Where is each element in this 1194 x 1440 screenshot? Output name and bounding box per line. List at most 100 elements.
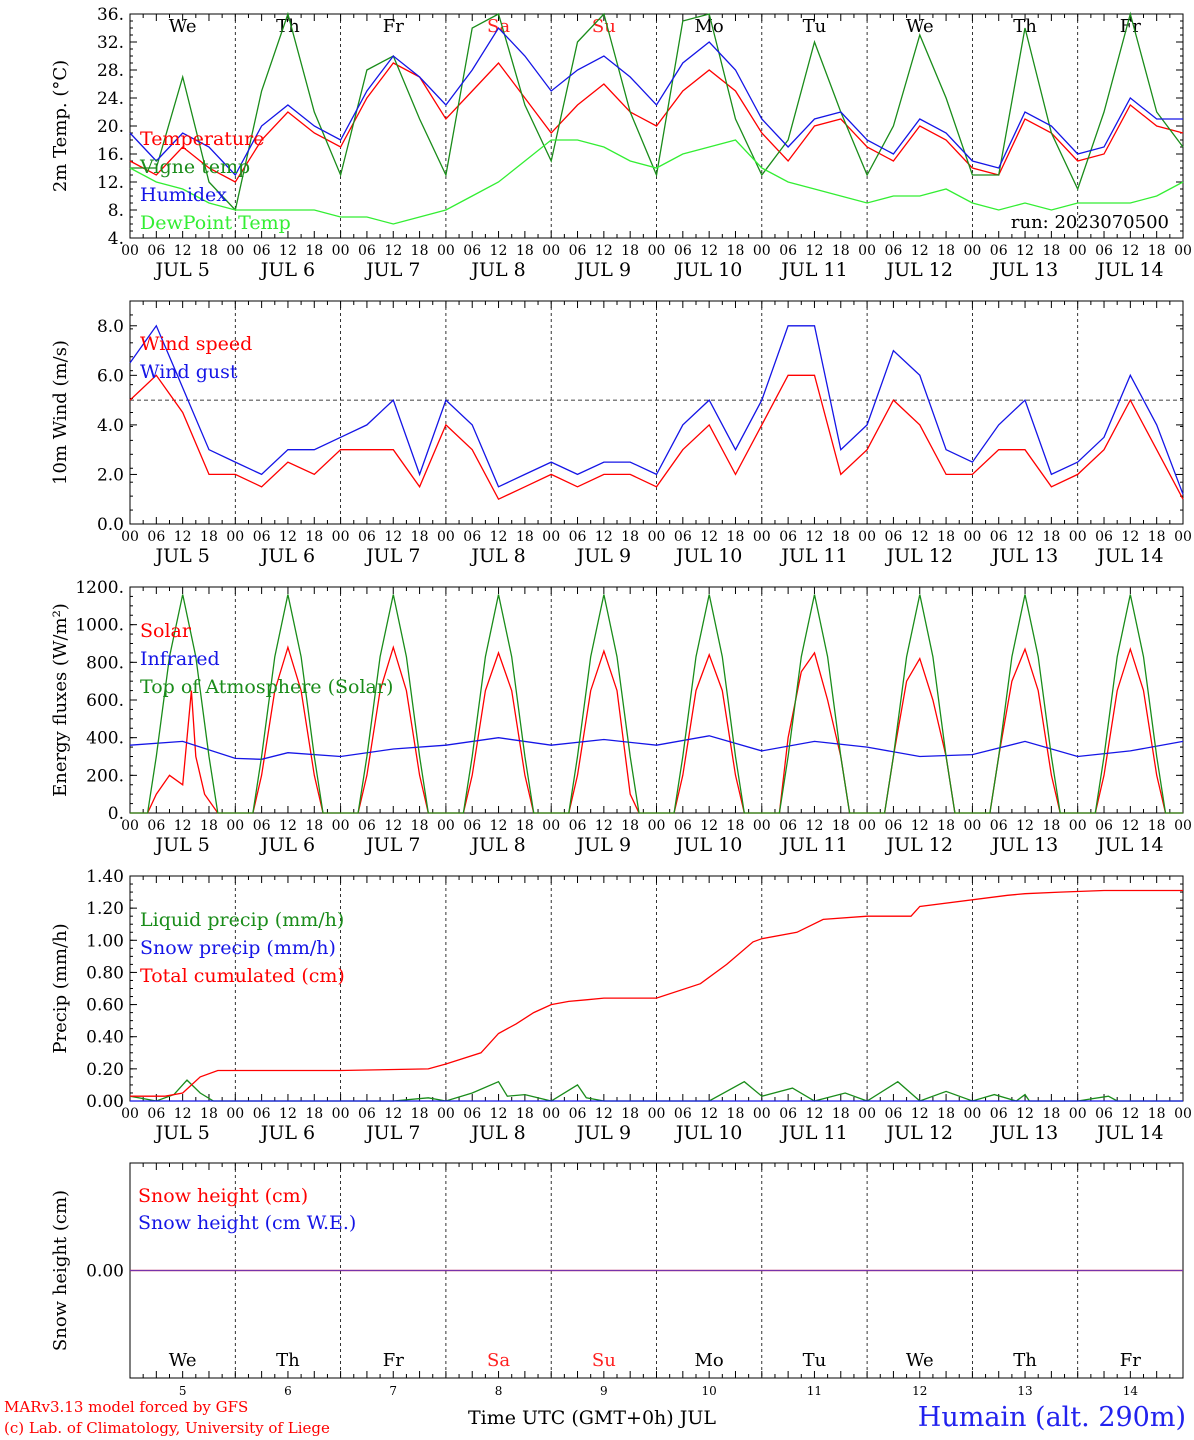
flux-plot-area	[129, 594, 1184, 814]
wind-hour-label: 18	[832, 529, 850, 545]
precip-hour-label: 18	[1148, 1106, 1166, 1122]
snow-day-number: 9	[600, 1384, 608, 1398]
temp-hour-label: 12	[279, 243, 297, 259]
temp-date-label: JUL 12	[885, 259, 953, 281]
flux-date-label: JUL 11	[779, 834, 847, 856]
wind-hour-label: 06	[990, 529, 1008, 545]
precip-hour-label: 00	[648, 1106, 666, 1122]
flux-series-infrared	[129, 735, 1184, 760]
temp-hour-label: 06	[463, 243, 481, 259]
flux-date-label: JUL 13	[990, 834, 1058, 856]
flux-date-label: JUL 9	[575, 834, 631, 856]
wind-series-wind-speed	[129, 374, 1184, 501]
snow-day-name: We	[169, 1350, 197, 1371]
precip-hour-label: 12	[279, 1106, 297, 1122]
wind-hour-label: 18	[937, 529, 955, 545]
flux-hour-label: 06	[358, 818, 376, 834]
wind-hour-label: 00	[1174, 529, 1192, 545]
wind-frame	[129, 300, 1184, 525]
precip-date-label: JUL 5	[153, 1122, 209, 1144]
temp-hour-label: 00	[858, 243, 876, 259]
wind-hour-label: 06	[779, 529, 797, 545]
precip-hour-label: 00	[226, 1106, 244, 1122]
precip-ytick-label: 1.00	[86, 931, 124, 951]
temp-hour-label: 18	[1042, 243, 1060, 259]
precip-hour-label: 18	[937, 1106, 955, 1122]
precip-date-label: JUL 13	[990, 1122, 1058, 1144]
temp-hour-label: 18	[621, 243, 639, 259]
temp-date-label: JUL 7	[364, 259, 420, 281]
wind-hour-label: 12	[174, 529, 192, 545]
temp-hour-label: 00	[1174, 243, 1192, 259]
temp-hour-label: 06	[885, 243, 903, 259]
precip-hour-label: 12	[1121, 1106, 1139, 1122]
precip-hour-label: 06	[569, 1106, 587, 1122]
flux-hour-label: 06	[253, 818, 271, 834]
temp-hour-label: 18	[411, 243, 429, 259]
flux-legend-entry: Solar	[140, 620, 192, 642]
wind-hour-label: 18	[727, 529, 745, 545]
flux-hour-label: 06	[147, 818, 165, 834]
wind-hour-label: 18	[411, 529, 429, 545]
precip-hour-label: 12	[174, 1106, 192, 1122]
flux-hour-label: 12	[1121, 818, 1139, 834]
snow-day-number: 11	[807, 1384, 822, 1398]
wind-date-label: JUL 13	[990, 545, 1058, 567]
snow-day-number: 12	[912, 1384, 927, 1398]
precip-date-label: JUL 14	[1095, 1122, 1163, 1144]
temp-day-name: We	[169, 16, 197, 37]
wind-plot-area	[129, 324, 1184, 501]
precip-hour-label: 00	[121, 1106, 139, 1122]
precip-ylabel: Precip (mm/h)	[50, 923, 71, 1053]
flux-hour-label: 06	[885, 818, 903, 834]
flux-hour-label: 18	[1042, 818, 1060, 834]
wind-date-label: JUL 7	[364, 545, 420, 567]
wind-legend-entry: Wind speed	[140, 333, 252, 355]
wind-hour-label: 12	[700, 529, 718, 545]
precip-plot-area	[129, 889, 1183, 1102]
temp-hour-label: 06	[990, 243, 1008, 259]
temp-hour-label: 18	[832, 243, 850, 259]
precip-hour-label: 12	[911, 1106, 929, 1122]
flux-date-label: JUL 6	[259, 834, 315, 856]
wind-date-label: JUL 6	[259, 545, 315, 567]
flux-hour-label: 00	[1174, 818, 1192, 834]
snow-day-number: 5	[179, 1384, 187, 1398]
flux-hour-label: 06	[990, 818, 1008, 834]
precip-series-total-cumulated-cm	[130, 889, 1183, 1097]
snow-day-name: Fr	[1120, 1350, 1141, 1371]
wind-hour-label: 00	[437, 529, 455, 545]
wind-hour-label: 06	[463, 529, 481, 545]
flux-date-label: JUL 14	[1095, 834, 1163, 856]
temp-ytick-label: 20.	[97, 117, 124, 137]
precip-ytick-label: 1.40	[86, 867, 124, 887]
flux-ytick-label: 600.	[86, 691, 124, 711]
flux-hour-label: 12	[384, 818, 402, 834]
temp-date-label: JUL 6	[259, 259, 315, 281]
wind-ytick-label: 2.0	[97, 465, 124, 485]
precip-ytick-label: 0.20	[86, 1060, 124, 1080]
flux-ytick-label: 200.	[86, 766, 124, 786]
temp-ylabel: 2m Temp. (°C)	[50, 60, 71, 192]
temp-ytick-label: 4.	[108, 229, 124, 249]
precip-ytick-label: 0.00	[86, 1092, 124, 1112]
temp-hour-label: 12	[384, 243, 402, 259]
precip-date-label: JUL 10	[674, 1122, 742, 1144]
wind-ylabel: 10m Wind (m/s)	[50, 340, 71, 485]
flux-hour-label: 00	[753, 818, 771, 834]
temp-series-dewpoint-temp	[129, 139, 1184, 225]
temp-legend-entry: Vigne temp	[139, 156, 250, 178]
temp-run-label: run: 2023070500	[1011, 212, 1169, 233]
temp-hour-label: 12	[595, 243, 613, 259]
temp-hour-label: 06	[147, 243, 165, 259]
temp-hour-label: 06	[358, 243, 376, 259]
temp-day-name: Fr	[383, 16, 404, 37]
wind-date-label: JUL 11	[779, 545, 847, 567]
temp-legend-entry: DewPoint Temp	[140, 212, 291, 234]
flux-legend-entry: Top of Atmosphere (Solar)	[140, 676, 393, 698]
temp-ytick-label: 12.	[97, 173, 124, 193]
wind-hour-label: 06	[358, 529, 376, 545]
snow-day-name: Th	[1013, 1350, 1037, 1371]
flux-hour-label: 06	[569, 818, 587, 834]
wind-hour-label: 06	[674, 529, 692, 545]
